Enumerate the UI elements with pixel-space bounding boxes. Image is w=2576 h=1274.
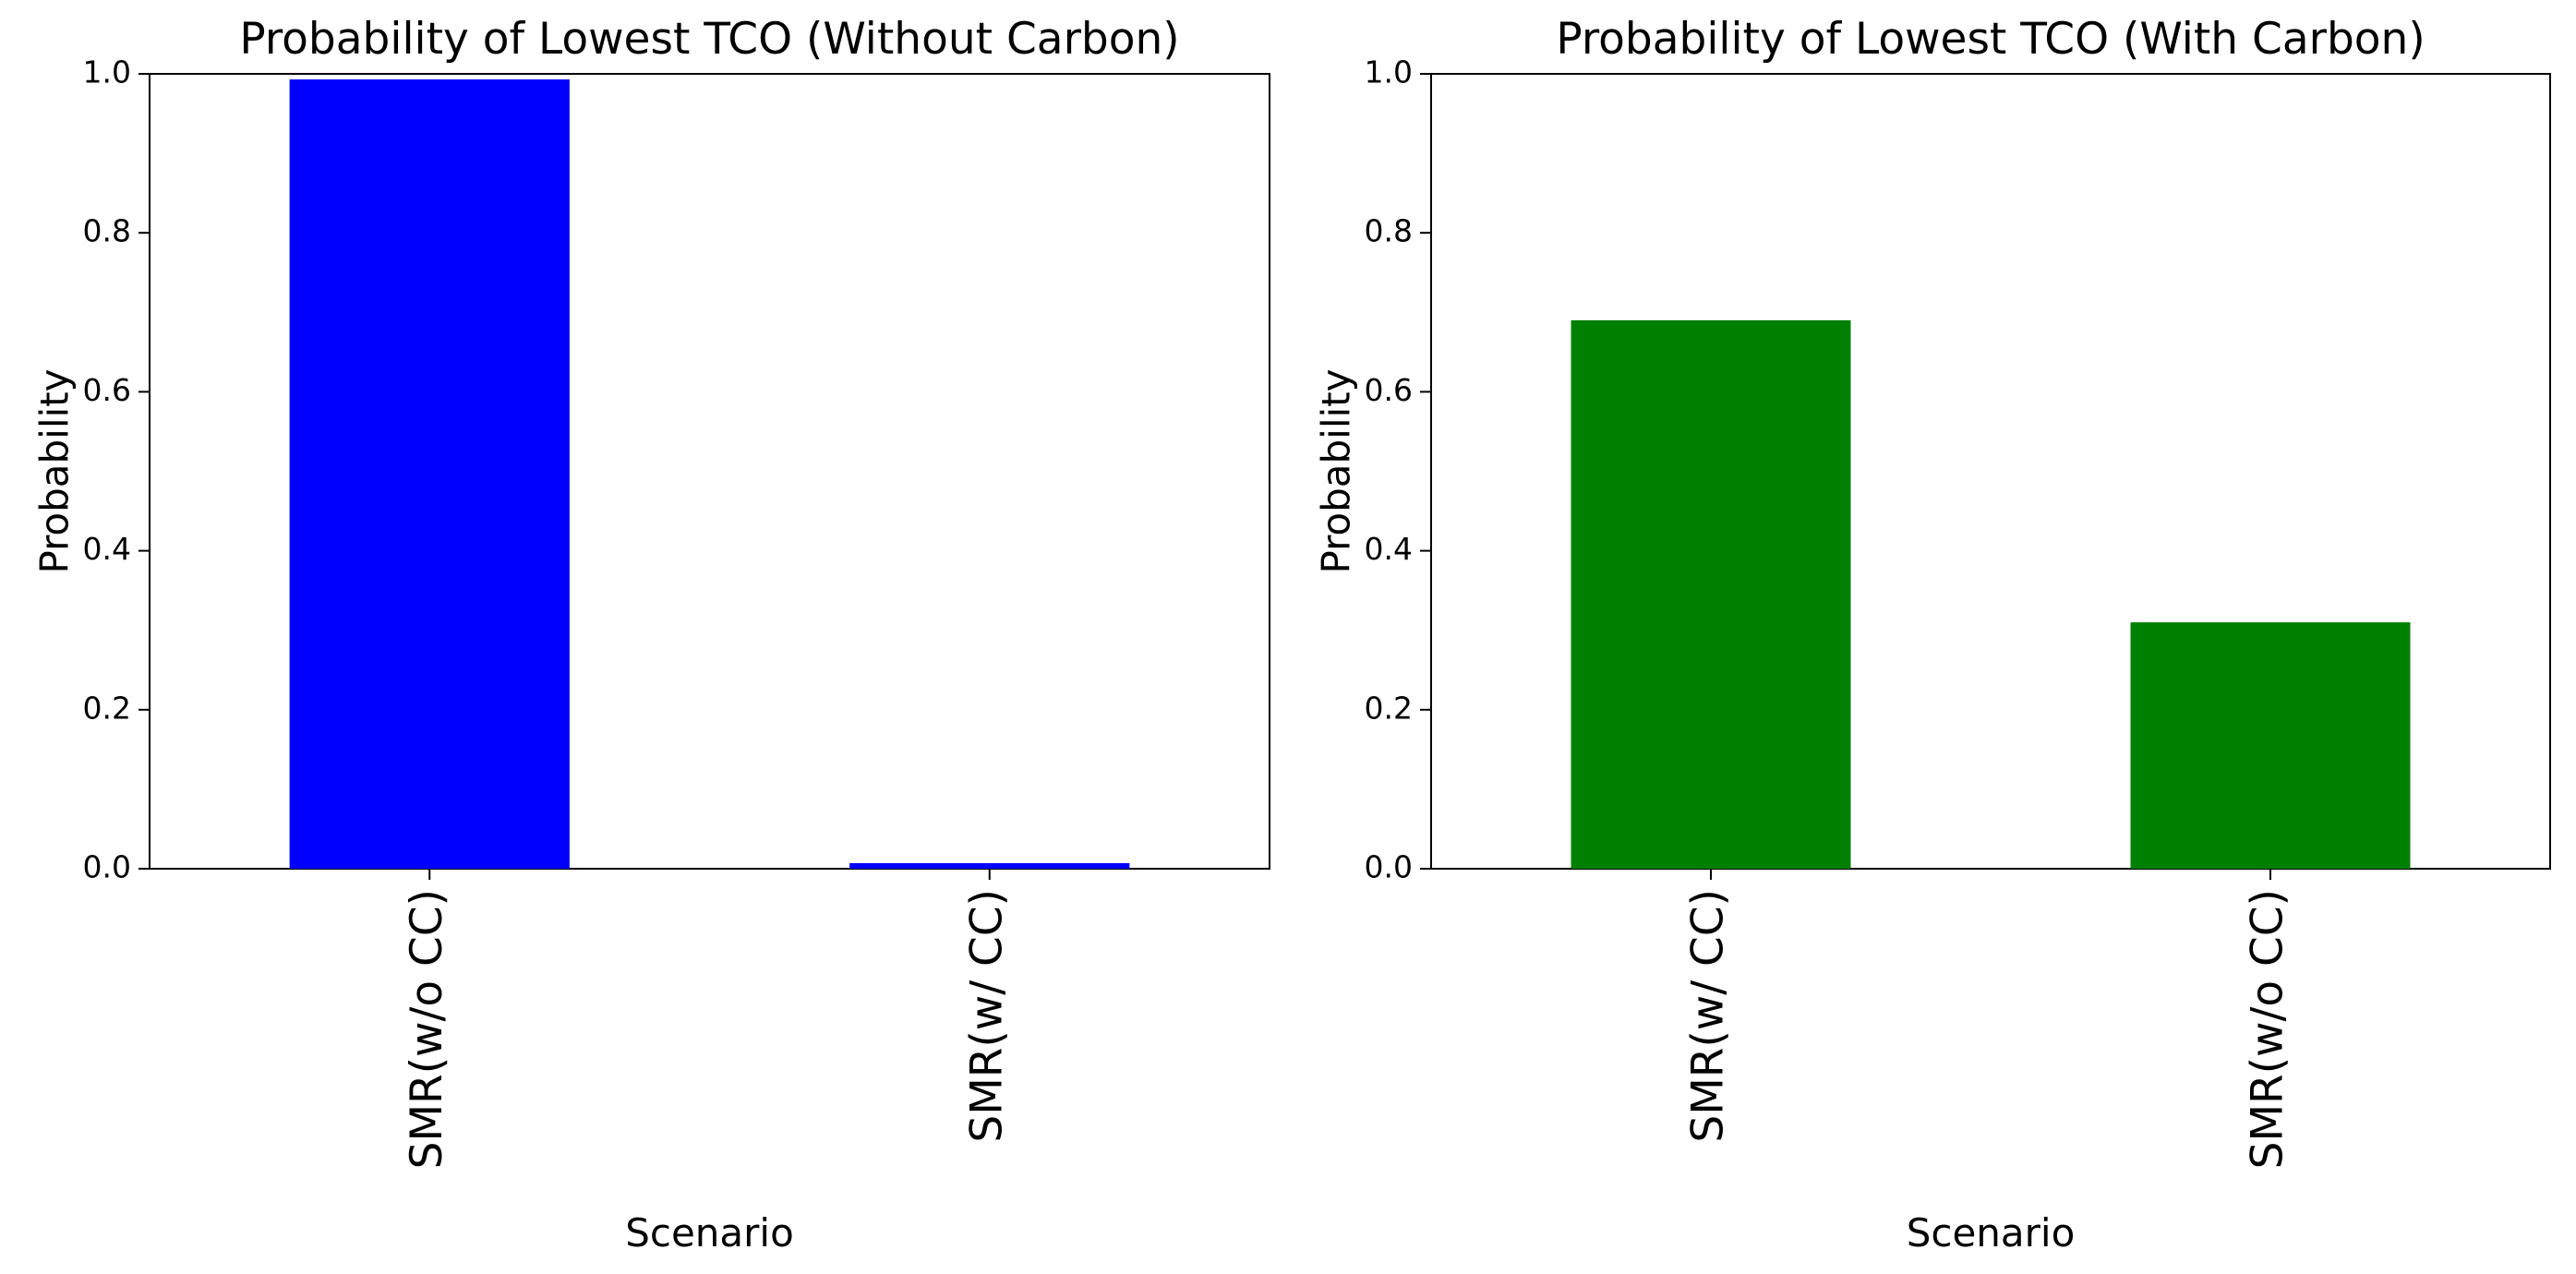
y-tick-label: 1.0 <box>1365 54 1413 90</box>
y-tick-label: 0.4 <box>83 531 131 567</box>
bars <box>289 79 1130 870</box>
x-axis-ticks: SMR(w/ CC) SMR(w/o CC) <box>1683 869 2293 1169</box>
bar <box>1571 319 1851 869</box>
x-tick-label: SMR(w/ CC) <box>1683 889 1734 1143</box>
y-tick-label: 0.0 <box>1365 849 1413 885</box>
plot-frame <box>149 73 1270 870</box>
chart-panel-with-carbon: Probability of Lowest TCO (With Carbon) … <box>1314 14 2551 1256</box>
bar <box>849 862 1130 869</box>
x-axis-label: Scenario <box>625 1210 794 1256</box>
x-axis-ticks: SMR(w/o CC) SMR(w/ CC) <box>402 869 1012 1169</box>
y-axis-ticks: 0.0 0.2 0.4 0.6 0.8 1.0 <box>1365 54 1431 885</box>
y-axis-label: Probability <box>32 368 78 573</box>
x-axis-label: Scenario <box>1907 1210 2076 1256</box>
x-tick-label: SMR(w/ CC) <box>961 889 1012 1143</box>
chart-panel-without-carbon: Probability of Lowest TCO (Without Carbo… <box>32 14 1270 1256</box>
bar <box>289 79 570 870</box>
y-axis-ticks: 0.0 0.2 0.4 0.6 0.8 1.0 <box>83 54 150 885</box>
y-axis-label: Probability <box>1314 368 1359 573</box>
y-tick-label: 0.2 <box>1365 690 1413 726</box>
y-tick-label: 1.0 <box>83 54 131 90</box>
bars <box>1571 319 2411 869</box>
bar <box>2130 622 2411 869</box>
y-tick-label: 0.8 <box>83 213 131 249</box>
x-tick-label: SMR(w/o CC) <box>402 889 452 1169</box>
y-tick-label: 0.6 <box>83 372 131 408</box>
y-tick-label: 0.2 <box>83 690 131 726</box>
chart-title: Probability of Lowest TCO (Without Carbo… <box>239 14 1179 65</box>
y-tick-label: 0.6 <box>1365 372 1413 408</box>
y-tick-label: 0.0 <box>83 849 131 885</box>
chart-title: Probability of Lowest TCO (With Carbon) <box>1556 14 2425 65</box>
plot-frame <box>1430 73 2551 870</box>
x-tick-label: SMR(w/o CC) <box>2243 889 2293 1169</box>
y-tick-label: 0.4 <box>1365 531 1413 567</box>
y-tick-label: 0.8 <box>1365 213 1413 249</box>
